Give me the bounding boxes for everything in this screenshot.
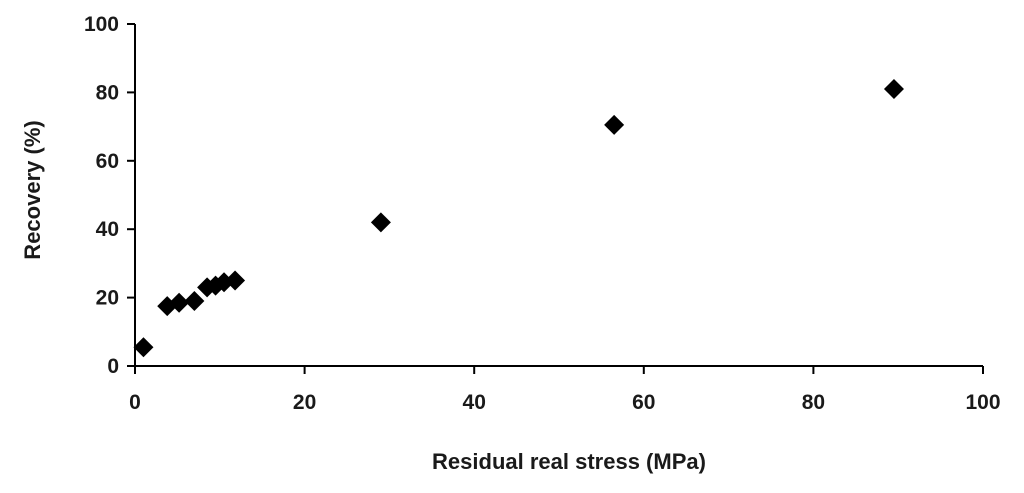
y-tick-label: 40 bbox=[96, 218, 119, 241]
x-tick-label: 80 bbox=[802, 391, 825, 414]
data-point-diamond bbox=[370, 212, 391, 233]
x-tick-label: 60 bbox=[632, 391, 655, 414]
x-ticks: 0 20 40 60 80 100 bbox=[129, 366, 1001, 414]
y-tick-label: 100 bbox=[84, 13, 119, 36]
y-tick-label: 60 bbox=[96, 150, 119, 173]
axes bbox=[134, 24, 983, 367]
data-point-diamond bbox=[133, 337, 154, 358]
data-point-diamond bbox=[604, 114, 625, 135]
y-tick-label: 0 bbox=[107, 355, 119, 378]
data-point-diamond bbox=[169, 292, 190, 313]
x-tick-label: 40 bbox=[463, 391, 486, 414]
data-point-diamond bbox=[225, 270, 246, 291]
data-point-diamond bbox=[883, 78, 904, 99]
y-tick-label: 20 bbox=[96, 287, 119, 310]
x-tick-label: 20 bbox=[293, 391, 316, 414]
x-tick-label: 0 bbox=[129, 391, 141, 414]
x-tick-label: 100 bbox=[965, 391, 1000, 414]
data-points bbox=[133, 78, 904, 358]
y-axis-title: Recovery (%) bbox=[20, 120, 45, 259]
x-axis-title: Residual real stress (MPa) bbox=[432, 449, 706, 474]
data-point-diamond bbox=[184, 291, 205, 312]
y-tick-label: 80 bbox=[96, 81, 119, 104]
y-ticks: 0 20 40 60 80 100 bbox=[84, 13, 135, 378]
